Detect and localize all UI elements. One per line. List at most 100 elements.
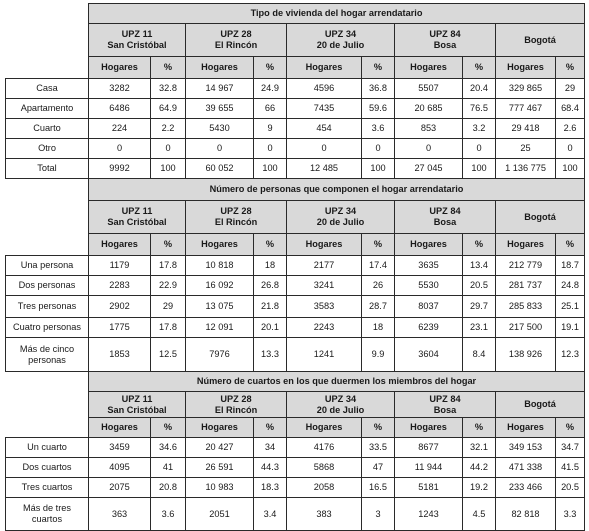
hogares-cell: 454: [286, 118, 362, 139]
group-header-line1: Bogotá: [524, 399, 556, 409]
percent-cell: 9: [253, 118, 287, 139]
percent-cell: 29: [554, 78, 586, 99]
group-header-line1: Bogotá: [524, 34, 556, 45]
percent-header: %: [462, 417, 496, 438]
hogares-header: Hogares: [286, 417, 362, 438]
percent-cell: 19.1: [554, 317, 586, 338]
hogares-cell: 20 427: [185, 437, 254, 458]
hogares-cell: 363: [88, 497, 151, 531]
hogares-cell: 10 983: [185, 477, 254, 498]
hogares-cell: 329 865: [495, 78, 556, 99]
row-label: Una persona: [5, 255, 89, 276]
hogares-cell: 0: [185, 138, 254, 159]
percent-cell: 20.8: [150, 477, 186, 498]
group-header-line1: UPZ 34: [324, 393, 357, 404]
percent-cell: 100: [462, 158, 496, 179]
hogares-cell: 212 779: [495, 255, 556, 276]
percent-header: %: [361, 417, 395, 438]
group-header: UPZ 34 20 de Julio: [286, 23, 395, 57]
subheader-row: Hogares% Hogares% Hogares% Hogares% Hogares%: [6, 417, 586, 438]
percent-cell: 59.6: [361, 98, 395, 119]
hogares-header: Hogares: [286, 233, 362, 256]
hogares-cell: 2243: [286, 317, 362, 338]
percent-cell: 3.6: [150, 497, 186, 531]
hogares-cell: 12 485: [286, 158, 362, 179]
group-header-row: UPZ 11 San Cristóbal UPZ 28 El Rincón UPZ 34…: [6, 200, 586, 234]
hogares-cell: 39 655: [185, 98, 254, 119]
group-header-line2: San Cristóbal: [107, 217, 167, 227]
hogares-cell: 7976: [185, 337, 254, 372]
percent-cell: 29: [150, 295, 186, 318]
hogares-cell: 6486: [88, 98, 151, 119]
percent-header: %: [554, 417, 586, 438]
hogares-cell: 0: [286, 138, 362, 159]
group-header: Bogotá: [494, 23, 586, 57]
group-header-row: UPZ 11 San Cristóbal UPZ 28 El Rincón UPZ 34…: [6, 391, 586, 418]
hogares-cell: 2075: [88, 477, 151, 498]
subheader-row: Hogares% Hogares% Hogares% Hogares% Hogares%: [6, 233, 586, 256]
row-label: Un cuarto: [5, 437, 89, 458]
table-row: Cuarto 224 2.2 5430 9 454 3.6 853 3.2 29 418 2.6: [5, 118, 586, 139]
row-label: Cuatro personas: [5, 317, 89, 338]
percent-cell: 17.8: [150, 255, 186, 276]
group-header-line2: 20 de Julio: [316, 404, 365, 415]
hogares-cell: 14 967: [185, 78, 254, 99]
hogares-cell: 3635: [394, 255, 463, 276]
percent-header: %: [150, 417, 186, 438]
hogares-cell: 4596: [286, 78, 362, 99]
group-header-line2: San Cristóbal: [107, 40, 167, 50]
group-header-line2: Bosa: [433, 217, 457, 227]
table-body: Tipo de vivienda del hogar arrendatario U…: [5, 3, 586, 531]
section-title: Número de personas que componen el hogar…: [87, 178, 586, 201]
hogares-cell: 9992: [88, 158, 151, 179]
percent-cell: 68.4: [554, 98, 586, 119]
hogares-cell: 12 091: [185, 317, 254, 338]
blank-cell: [6, 392, 89, 418]
percent-cell: 34.6: [150, 437, 186, 458]
group-header: UPZ 11 San Cristóbal: [88, 23, 186, 57]
hogares-header: Hogares: [185, 417, 254, 438]
group-header-line1: UPZ 28: [220, 393, 252, 404]
section-title-row: Número de personas que componen el hogar…: [6, 178, 586, 201]
group-header-row: UPZ 11 San Cristóbal UPZ 28 El Rincón UPZ 34…: [6, 23, 586, 57]
hogares-cell: 2058: [286, 477, 362, 498]
percent-cell: 20.4: [462, 78, 496, 99]
hogares-cell: 224: [88, 118, 151, 139]
percent-header: %: [554, 233, 586, 256]
housing-statistics-table: Tipo de vivienda del hogar arrendatario U…: [5, 3, 586, 531]
percent-cell: 4.5: [462, 497, 496, 531]
hogares-cell: 6239: [394, 317, 463, 338]
percent-header: %: [554, 56, 586, 79]
section-title: Tipo de vivienda del hogar arrendatario: [87, 3, 586, 24]
row-label: Dos cuartos: [5, 457, 89, 478]
percent-cell: 18: [361, 317, 395, 338]
percent-header: %: [462, 233, 496, 256]
percent-cell: 100: [554, 158, 586, 179]
hogares-header: Hogares: [185, 56, 254, 79]
hogares-cell: 8677: [394, 437, 463, 458]
percent-cell: 17.8: [150, 317, 186, 338]
hogares-cell: 60 052: [185, 158, 254, 179]
blank-cell: [6, 24, 89, 57]
percent-cell: 47: [361, 457, 395, 478]
percent-cell: 12.5: [150, 337, 186, 372]
percent-cell: 66: [253, 98, 287, 119]
percent-cell: 100: [361, 158, 395, 179]
group-header: Bogotá: [494, 200, 586, 234]
hogares-cell: 1241: [286, 337, 362, 372]
percent-cell: 64.9: [150, 98, 186, 119]
hogares-cell: 3459: [88, 437, 151, 458]
hogares-cell: 2051: [185, 497, 254, 531]
row-label: Casa: [5, 78, 89, 99]
hogares-cell: 233 466: [495, 477, 556, 498]
group-header-line1: UPZ 84: [429, 206, 461, 216]
group-header: UPZ 11 San Cristóbal: [88, 391, 186, 418]
hogares-cell: 5430: [185, 118, 254, 139]
percent-cell: 21.8: [253, 295, 287, 318]
hogares-header: Hogares: [88, 56, 151, 79]
percent-cell: 3.4: [253, 497, 287, 531]
hogares-cell: 3604: [394, 337, 463, 372]
percent-cell: 0: [462, 138, 496, 159]
group-header-line1: Bogotá: [524, 211, 556, 222]
percent-cell: 0: [361, 138, 395, 159]
